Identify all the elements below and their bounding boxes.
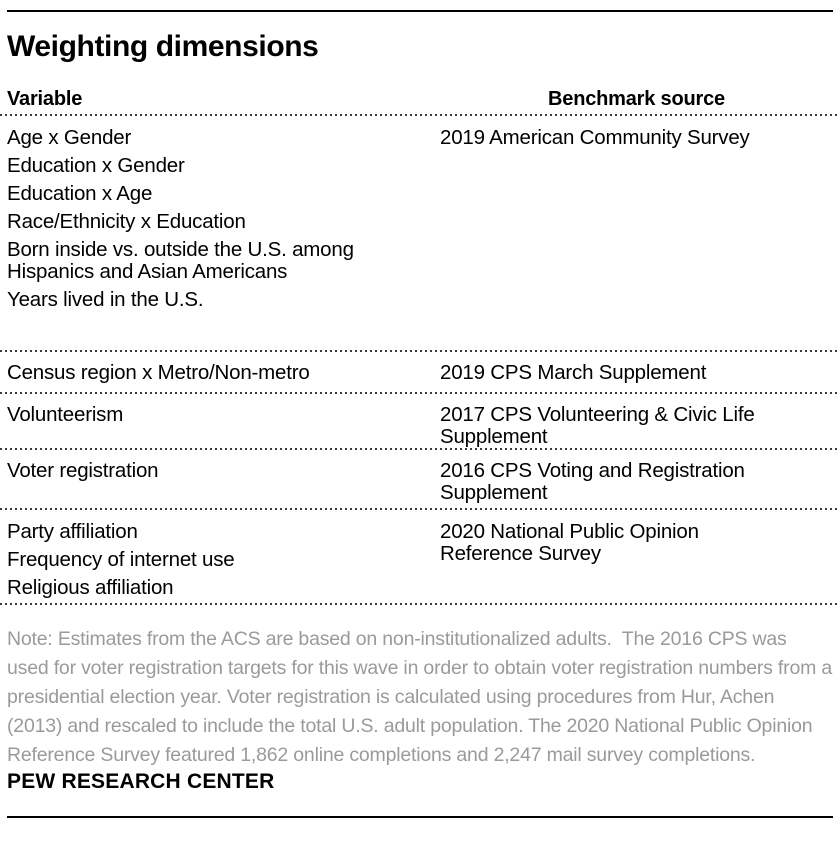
dotted-divider (0, 603, 840, 605)
variable-item: Volunteerism (7, 403, 124, 426)
dotted-divider (0, 448, 840, 450)
page-title: Weighting dimensions (7, 30, 319, 63)
dotted-divider (0, 114, 840, 116)
variable-item: Education x Age (7, 182, 153, 205)
variable-item: Years lived in the U.S. (7, 288, 204, 311)
bottom-rule (7, 816, 833, 818)
variable-item: Education x Gender (7, 154, 185, 177)
variable-cell: Age x Gender Education x Gender Educatio… (7, 127, 440, 311)
benchmark-cell: 2019 American Community Survey (440, 126, 750, 149)
page-root: Weighting dimensions Variable Benchmark … (0, 10, 840, 818)
table-row: Voter registration 2016 CPS Voting and R… (7, 450, 833, 508)
note-text: Note: Estimates from the ACS are based o… (7, 628, 838, 766)
variable-item: Voter registration (7, 459, 159, 482)
variable-cell: Volunteerism (7, 404, 440, 448)
table-row: Party affiliation Frequency of internet … (7, 510, 833, 603)
variable-item: Race/Ethnicity x Education (7, 210, 246, 233)
column-header-variable: Variable (7, 88, 83, 110)
table-row: Age x Gender Education x Gender Educatio… (7, 116, 833, 350)
table-row: Census region x Metro/Non-metro 2019 CPS… (7, 352, 833, 392)
variable-cell: Party affiliation Frequency of internet … (7, 521, 440, 599)
variable-cell: Voter registration (7, 460, 440, 504)
variable-item: Party affiliation (7, 520, 138, 543)
benchmark-cell: 2017 CPS Volunteering & Civic Life Suppl… (440, 403, 755, 448)
column-header-benchmark: Benchmark source (548, 88, 725, 110)
dotted-divider (0, 392, 840, 394)
variable-item: Age x Gender (7, 126, 132, 149)
table-row: Volunteerism 2017 CPS Volunteering & Civ… (7, 394, 833, 448)
dotted-divider (0, 350, 840, 352)
dotted-divider (0, 508, 840, 510)
brand-text: PEW RESEARCH CENTER (7, 770, 275, 793)
weighting-table: Variable Benchmark source Age x Gender E… (0, 88, 840, 605)
benchmark-cell: 2016 CPS Voting and Registration Supplem… (440, 459, 745, 504)
benchmark-cell: 2020 National Public Opinion Reference S… (440, 520, 699, 565)
variable-item: Census region x Metro/Non-metro (7, 361, 310, 384)
variable-cell: Census region x Metro/Non-metro (7, 362, 440, 384)
variable-item: Frequency of internet use (7, 548, 235, 571)
table-header-row: Variable Benchmark source (7, 88, 833, 114)
benchmark-cell: 2019 CPS March Supplement (440, 361, 707, 384)
variable-item: Religious affiliation (7, 576, 174, 599)
top-rule (7, 10, 833, 12)
variable-item: Born inside vs. outside the U.S. among H… (7, 238, 354, 283)
